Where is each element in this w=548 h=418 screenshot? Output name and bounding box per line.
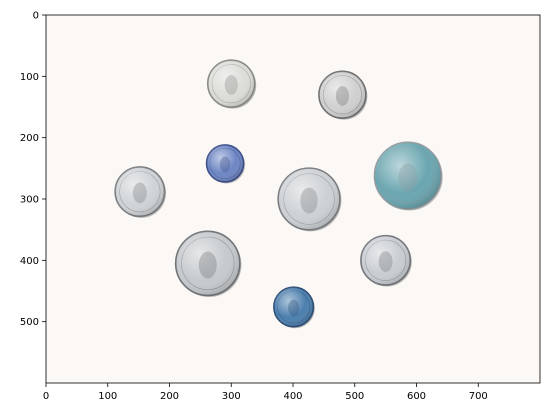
y-tick-label: 400 bbox=[20, 256, 39, 267]
coin-bimetal-right bbox=[373, 141, 443, 211]
x-tick-label: 700 bbox=[469, 391, 488, 402]
x-tick-label: 300 bbox=[222, 391, 241, 402]
y-tick-label: 100 bbox=[20, 72, 39, 83]
coin-silver-left bbox=[114, 166, 167, 218]
x-tick-label: 100 bbox=[98, 391, 117, 402]
coin-blue-small bbox=[205, 144, 246, 184]
y-tick-label: 0 bbox=[33, 11, 39, 22]
coin-silver-right-lower bbox=[360, 234, 412, 287]
y-axis: 0 100 200 300 400 500 bbox=[20, 11, 46, 328]
x-axis: 0 100 200 300 400 500 600 700 bbox=[43, 383, 488, 402]
x-tick-label: 500 bbox=[345, 391, 364, 402]
y-tick-label: 300 bbox=[20, 195, 39, 206]
x-tick-label: 0 bbox=[43, 391, 49, 402]
x-tick-label: 200 bbox=[160, 391, 179, 402]
coin-silver-top-right bbox=[318, 70, 368, 120]
y-tick-label: 500 bbox=[20, 317, 39, 328]
x-tick-label: 400 bbox=[283, 391, 302, 402]
coins-layer bbox=[114, 59, 443, 329]
coin-silver-center bbox=[277, 167, 342, 232]
coin-blue-bottom bbox=[273, 286, 315, 329]
x-tick-label: 600 bbox=[407, 391, 426, 402]
coin-silver-large-left bbox=[174, 230, 242, 298]
y-tick-label: 200 bbox=[20, 133, 39, 144]
coin-silver-top bbox=[206, 59, 257, 109]
